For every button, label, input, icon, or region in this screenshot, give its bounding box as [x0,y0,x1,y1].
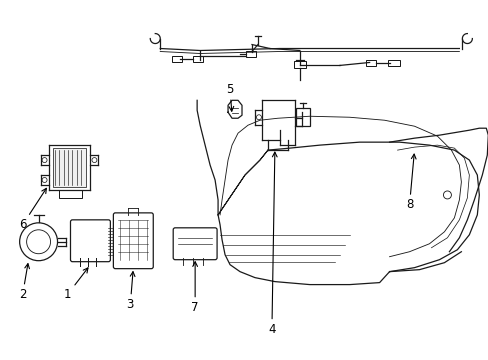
Bar [365,60,375,67]
Text: 6: 6 [19,188,46,231]
Bar [193,57,203,62]
Bar [172,57,182,62]
Text: 2: 2 [19,264,29,301]
FancyBboxPatch shape [173,228,217,260]
Bar [59,190,82,198]
Bar [387,60,399,67]
Text: 1: 1 [63,268,88,301]
FancyBboxPatch shape [113,213,153,269]
Bar [245,51,255,58]
Text: 8: 8 [405,154,415,211]
Bar [52,148,86,187]
FancyBboxPatch shape [70,220,110,262]
Bar [293,62,305,68]
Text: 7: 7 [191,262,199,314]
Text: 4: 4 [267,152,277,336]
Bar [295,108,309,126]
Text: 5: 5 [226,83,233,111]
Text: 3: 3 [126,272,135,311]
